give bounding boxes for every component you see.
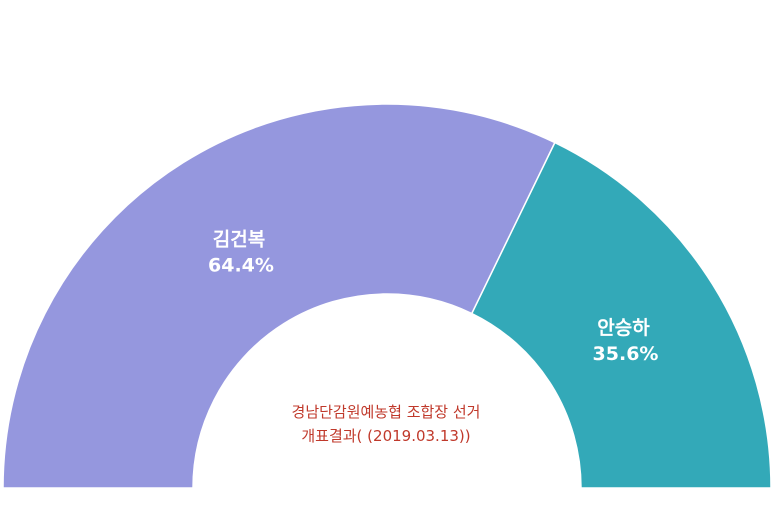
- slice-name-label: 김건복: [213, 228, 265, 250]
- slice-1: [2, 103, 556, 489]
- slice-value-label: 64.4%: [208, 254, 274, 276]
- slice-value-label: 35.6%: [593, 343, 659, 365]
- slice-2: [470, 141, 772, 489]
- chart-subtitle: 개표결과( (2019.03.13)): [301, 427, 470, 445]
- chart-title: 경남단감원예농협 조합장 선거: [292, 403, 481, 421]
- slice-name-label: 안승하: [597, 317, 650, 339]
